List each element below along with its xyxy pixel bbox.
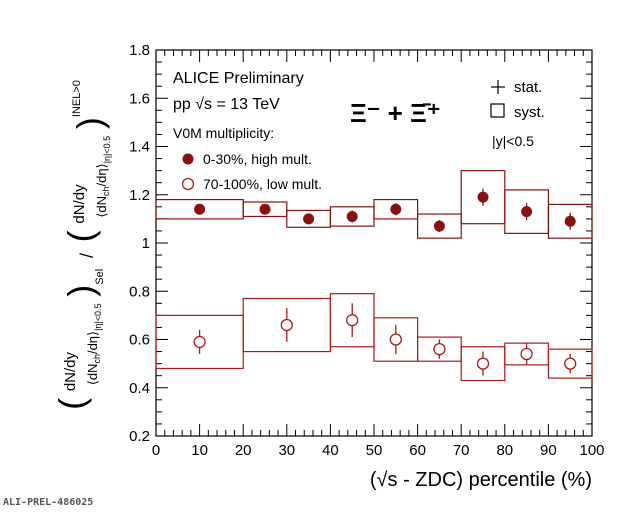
figure-id: ALI-PREL-486025 [3,497,94,508]
point-high [521,206,533,218]
x-tick-label: 90 [540,442,557,459]
data-markers [193,191,577,370]
systematic-boxes [155,170,593,382]
point-low [346,314,359,327]
legend-stat-icon [491,80,505,94]
y-tick-label: 1.2 [129,187,150,204]
chart-title-line2: pp √s = 13 TeV [173,96,280,113]
legend-label-low: 70-100%, low mult. [203,176,322,192]
syst-box-high [417,213,462,239]
legend-syst-icon [490,103,505,118]
syst-box-high [373,198,419,220]
point-low [193,335,206,349]
x-tick-label: 80 [496,442,513,459]
syst-box-low [547,348,593,379]
point-high [303,213,315,225]
x-tick-label: 70 [453,442,470,459]
point-low [476,357,490,370]
point-high [433,220,445,232]
particle-label: Ξ⁻ + Ξ̄⁺ [350,98,441,128]
x-tick-label: 60 [409,442,426,459]
x-tick-label: 10 [191,442,208,459]
axis-ticks: 0 10 20 30 40 50 60 70 80 90 100 0.2 0.4 0.6 0.8 1 1.2 1.… [129,42,604,459]
y-tick-label: 0.8 [129,283,150,300]
point-high [194,203,206,215]
y-tick-label: 1.8 [129,42,150,59]
y-tick-label: 1 [142,235,150,252]
point-low [280,318,293,332]
point-low [389,333,402,346]
point-high [259,203,271,215]
svg-text:( dN/dy ⟨dNch/dη⟩|: ( dN/dy ⟨dNch/dη⟩|η|<0.5 )Sel / ( dN/dy … [51,80,114,410]
point-high [346,210,358,222]
x-tick-label: 0 [152,442,160,459]
legend-label-high: 0-30%, high mult. [203,151,312,167]
x-tick-label: 40 [322,442,339,459]
legend-marker-low [181,177,195,191]
legend-heading: V0M multiplicity: [173,125,274,141]
point-high [564,215,576,227]
legend-marker-high [182,153,194,165]
y-tick-label: 0.6 [129,332,150,349]
x-axis-label: (√s - ZDC) percentile (%) [370,469,592,491]
chart-title-line1: ALICE Preliminary [173,70,304,87]
legend-syst-label: syst. [514,104,545,121]
rapidity-label: |y|<0.5 [492,133,534,149]
point-low [433,342,446,356]
y-tick-label: 0.2 [129,428,150,445]
x-tick-label: 100 [579,442,604,459]
x-tick-label: 50 [366,442,383,459]
x-tick-label: 20 [235,442,252,459]
y-tick-label: 1.6 [129,90,150,107]
point-low [520,347,533,361]
point-high [477,191,489,203]
syst-box-high [547,203,593,239]
point-low [564,357,577,370]
point-high [390,203,402,215]
y-tick-label: 0.4 [129,380,150,397]
syst-box-high [242,201,288,218]
y-tick-label: 1.4 [129,139,150,156]
y-axis-label: ( dN/dy ⟨dNch/dη⟩|η|<0.5 )Sel / ( dN/dy … [51,80,114,410]
x-tick-label: 30 [278,442,295,459]
legend-stat-label: stat. [514,79,542,96]
